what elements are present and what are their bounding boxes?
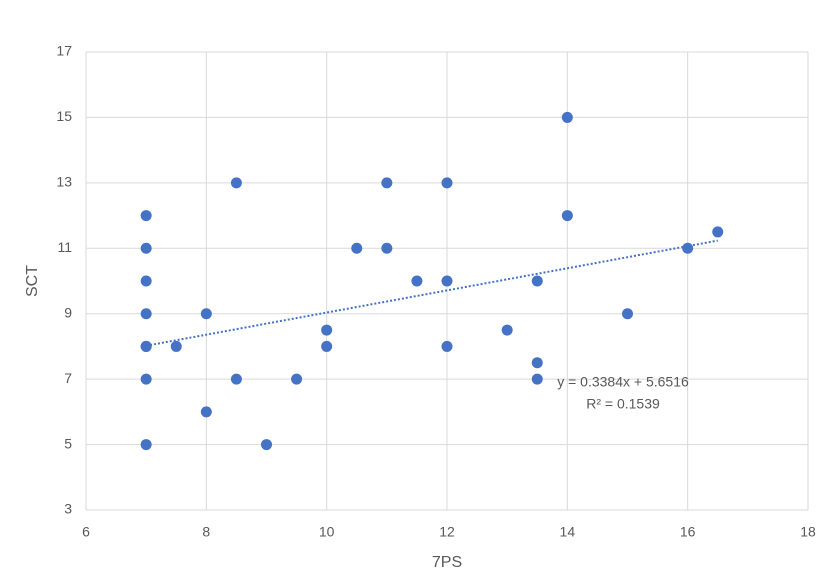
- data-point: [561, 210, 573, 222]
- trendline-equation: y = 0.3384x + 5.6516: [557, 374, 689, 390]
- data-point: [381, 242, 393, 254]
- data-point: [140, 210, 152, 222]
- data-point: [501, 324, 513, 336]
- data-point: [200, 308, 212, 320]
- trendline-r-squared: R² = 0.1539: [586, 396, 660, 412]
- y-axis-title: SCT: [24, 265, 41, 297]
- x-tick-label: 18: [800, 524, 816, 540]
- data-point: [140, 242, 152, 254]
- data-point: [140, 439, 152, 451]
- y-tick-label: 7: [64, 370, 72, 386]
- data-point: [230, 177, 242, 189]
- data-point: [140, 308, 152, 320]
- x-tick-label: 12: [439, 524, 455, 540]
- x-tick-label: 14: [560, 524, 576, 540]
- x-tick-label: 10: [319, 524, 335, 540]
- y-tick-label: 15: [56, 108, 72, 124]
- x-tick-label: 16: [680, 524, 696, 540]
- data-point: [531, 357, 543, 369]
- y-tick-label: 17: [56, 43, 72, 59]
- y-tick-label: 9: [64, 304, 72, 320]
- y-tick-label: 13: [56, 174, 72, 190]
- data-point: [140, 373, 152, 385]
- y-tick-label: 5: [64, 435, 72, 451]
- data-point: [561, 111, 573, 123]
- data-point: [441, 177, 453, 189]
- data-point: [140, 340, 152, 352]
- data-point: [531, 373, 543, 385]
- data-point: [441, 275, 453, 287]
- data-point: [411, 275, 423, 287]
- x-tick-label: 8: [202, 524, 210, 540]
- data-point: [531, 275, 543, 287]
- data-point: [140, 275, 152, 287]
- data-point: [351, 242, 363, 254]
- data-point: [712, 226, 724, 238]
- data-point: [230, 373, 242, 385]
- data-point: [321, 324, 333, 336]
- x-axis-title: 7PS: [432, 554, 462, 571]
- data-point: [682, 242, 694, 254]
- trendline: [145, 239, 718, 347]
- data-point: [291, 373, 303, 385]
- data-point: [170, 340, 182, 352]
- data-point: [200, 406, 212, 418]
- data-point: [261, 439, 272, 451]
- data-point: [321, 340, 333, 352]
- data-point: [622, 308, 633, 320]
- x-tick-label: 6: [82, 524, 90, 540]
- data-point: [381, 177, 393, 189]
- y-tick-label: 11: [57, 239, 72, 255]
- data-point: [441, 340, 453, 352]
- y-tick-label: 3: [64, 501, 72, 517]
